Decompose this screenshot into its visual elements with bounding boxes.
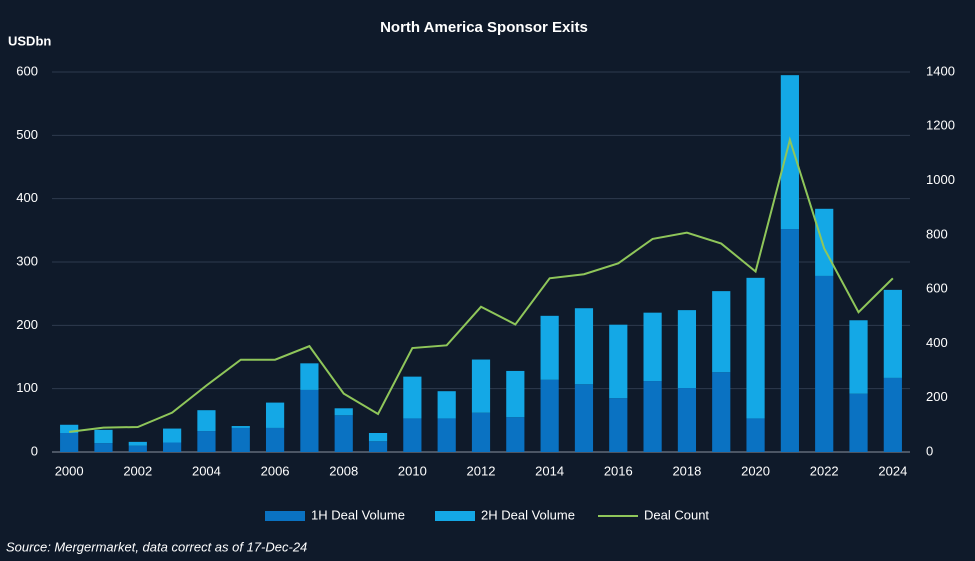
bar: [94, 443, 113, 452]
x-tick-label: 2000: [55, 463, 84, 478]
y-tick-label: 300: [16, 253, 38, 268]
bar: [197, 431, 216, 452]
legend-label: 1H Deal Volume: [311, 507, 405, 522]
legend-swatch: [265, 511, 305, 521]
bar: [197, 410, 216, 432]
bar: [471, 359, 491, 413]
bar: [712, 291, 731, 373]
bar: [849, 320, 868, 394]
x-tick-label: 2014: [535, 463, 564, 478]
bar: [883, 377, 902, 452]
y2-tick-label: 200: [926, 389, 948, 404]
x-tick-label: 2022: [810, 463, 839, 478]
bar: [574, 384, 594, 452]
source: Source: Mergermarket, data correct as of…: [6, 539, 307, 554]
bar: [609, 398, 628, 452]
bar: [128, 445, 147, 452]
bar: [265, 427, 285, 452]
bar: [746, 418, 765, 452]
y2-tick-label: 1000: [926, 172, 955, 187]
bar: [540, 379, 559, 452]
x-tick-label: 2020: [741, 463, 770, 478]
bar: [231, 427, 250, 452]
bar: [506, 370, 525, 418]
x-tick-label: 2010: [398, 463, 427, 478]
bar: [849, 393, 868, 452]
bar: [677, 388, 697, 452]
bar: [609, 324, 628, 399]
legend-swatch: [435, 511, 475, 521]
bar: [471, 412, 491, 452]
y-tick-label: 500: [16, 127, 38, 142]
bar: [163, 442, 182, 452]
bar: [712, 372, 731, 452]
bar: [300, 363, 319, 390]
bar: [815, 208, 834, 276]
y2-tick-label: 800: [926, 226, 948, 241]
bar: [437, 391, 456, 419]
x-tick-label: 2006: [261, 463, 290, 478]
bar: [574, 308, 594, 385]
bar: [677, 310, 697, 389]
bar: [163, 428, 182, 443]
y2-tick-label: 400: [926, 335, 948, 350]
y-tick-label: 0: [31, 443, 38, 458]
chart-title: North America Sponsor Exits: [380, 19, 588, 36]
bar: [300, 389, 319, 452]
bar: [60, 433, 79, 452]
bar: [746, 277, 765, 419]
bar: [506, 417, 525, 452]
legend-label: Deal Count: [644, 507, 709, 522]
x-tick-label: 2002: [123, 463, 152, 478]
x-tick-label: 2016: [604, 463, 633, 478]
bar: [334, 415, 353, 452]
y2-tick-label: 600: [926, 281, 948, 296]
y-tick-label: 400: [16, 190, 38, 205]
y-axis-label: USDbn: [8, 33, 51, 48]
x-tick-label: 2018: [672, 463, 701, 478]
y2-tick-label: 1200: [926, 118, 955, 133]
y-tick-label: 100: [16, 380, 38, 395]
bar: [60, 424, 79, 433]
y-tick-label: 600: [16, 63, 38, 78]
x-tick-label: 2004: [192, 463, 221, 478]
x-tick-label: 2012: [467, 463, 496, 478]
x-tick-label: 2024: [878, 463, 907, 478]
bar: [94, 429, 113, 444]
y2-tick-label: 1400: [926, 63, 955, 78]
line: [69, 136, 894, 433]
bar: [403, 376, 422, 419]
x-tick-label: 2008: [329, 463, 358, 478]
bar: [437, 418, 456, 452]
bar: [403, 418, 422, 452]
bar: [643, 312, 662, 382]
bar: [643, 381, 662, 452]
y2-tick-label: 0: [926, 443, 933, 458]
bar: [368, 441, 388, 452]
bar: [780, 75, 799, 230]
bar: [368, 433, 388, 442]
bar: [231, 426, 250, 428]
bar: [334, 408, 353, 416]
bar: [883, 289, 902, 378]
bar: [780, 229, 799, 452]
bar: [128, 441, 147, 446]
bar: [265, 402, 285, 428]
bar: [540, 315, 559, 380]
y-tick-label: 200: [16, 317, 38, 332]
legend-label: 2H Deal Volume: [481, 507, 575, 522]
bar: [815, 275, 834, 452]
